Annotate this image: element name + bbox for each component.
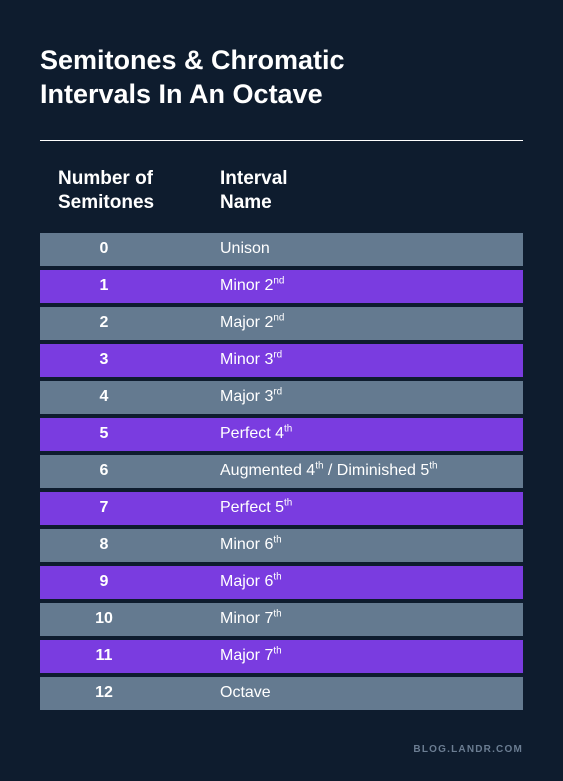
- table-row: 6Augmented 4th / Diminished 5th: [40, 455, 523, 488]
- title-line-2: Intervals In An Octave: [40, 79, 323, 109]
- semitone-number: 5: [58, 425, 220, 443]
- page-title: Semitones & Chromatic Intervals In An Oc…: [40, 44, 523, 112]
- interval-name: Major 7th: [220, 647, 513, 665]
- semitone-number: 0: [58, 240, 220, 258]
- semitone-number: 3: [58, 351, 220, 369]
- ordinal-suffix: th: [284, 424, 292, 435]
- semitone-number: 7: [58, 499, 220, 517]
- table-row: 5Perfect 4th: [40, 418, 523, 451]
- semitone-number: 2: [58, 314, 220, 332]
- interval-name: Perfect 5th: [220, 499, 513, 517]
- ordinal-suffix: nd: [273, 313, 284, 324]
- interval-name: Major 2nd: [220, 314, 513, 332]
- table-row: 11Major 7th: [40, 640, 523, 673]
- ordinal-suffix: rd: [273, 350, 282, 361]
- table-row: 12Octave: [40, 677, 523, 710]
- ordinal-suffix: nd: [273, 276, 284, 287]
- interval-name: Minor 7th: [220, 610, 513, 628]
- interval-name: Augmented 4th / Diminished 5th: [220, 462, 513, 480]
- interval-name: Minor 2nd: [220, 277, 513, 295]
- title-divider: [40, 140, 523, 142]
- table-row: 9Major 6th: [40, 566, 523, 599]
- semitone-number: 6: [58, 462, 220, 480]
- semitone-number: 8: [58, 536, 220, 554]
- header-semitones: Number of Semitones: [58, 167, 220, 215]
- header-semitones-line1: Number of: [58, 168, 153, 189]
- semitone-number: 9: [58, 573, 220, 591]
- infographic-page: Semitones & Chromatic Intervals In An Oc…: [0, 0, 563, 781]
- ordinal-suffix: th: [273, 572, 281, 583]
- table-header-row: Number of Semitones Interval Name: [40, 167, 523, 215]
- semitone-number: 11: [58, 647, 220, 665]
- semitone-number: 10: [58, 610, 220, 628]
- ordinal-suffix: th: [315, 461, 323, 472]
- table-row: 0Unison: [40, 233, 523, 266]
- ordinal-suffix: rd: [273, 387, 282, 398]
- table-row: 3Minor 3rd: [40, 344, 523, 377]
- header-interval-line1: Interval: [220, 168, 288, 189]
- header-semitones-line2: Semitones: [58, 192, 154, 213]
- title-line-1: Semitones & Chromatic: [40, 45, 345, 75]
- interval-name: Minor 3rd: [220, 351, 513, 369]
- table-body: 0Unison1Minor 2nd2Major 2nd3Minor 3rd4Ma…: [40, 233, 523, 710]
- semitone-number: 4: [58, 388, 220, 406]
- ordinal-suffix: th: [429, 461, 437, 472]
- interval-name: Unison: [220, 240, 513, 258]
- table-row: 4Major 3rd: [40, 381, 523, 414]
- interval-name: Major 6th: [220, 573, 513, 591]
- table-row: 1Minor 2nd: [40, 270, 523, 303]
- semitone-number: 12: [58, 684, 220, 702]
- table-row: 8Minor 6th: [40, 529, 523, 562]
- ordinal-suffix: th: [273, 535, 281, 546]
- semitone-number: 1: [58, 277, 220, 295]
- header-interval: Interval Name: [220, 167, 513, 215]
- ordinal-suffix: th: [273, 646, 281, 657]
- footer-attribution: BLOG.LANDR.COM: [413, 744, 523, 755]
- ordinal-suffix: th: [273, 609, 281, 620]
- table-row: 7Perfect 5th: [40, 492, 523, 525]
- interval-name: Major 3rd: [220, 388, 513, 406]
- interval-name: Minor 6th: [220, 536, 513, 554]
- header-interval-line2: Name: [220, 192, 272, 213]
- interval-name: Perfect 4th: [220, 425, 513, 443]
- ordinal-suffix: th: [284, 498, 292, 509]
- interval-name: Octave: [220, 684, 513, 702]
- table-row: 10Minor 7th: [40, 603, 523, 636]
- table-row: 2Major 2nd: [40, 307, 523, 340]
